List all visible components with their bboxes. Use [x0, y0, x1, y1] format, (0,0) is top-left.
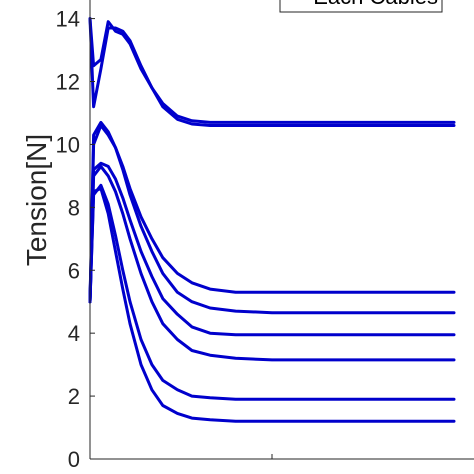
cable-tension-line-5: [88, 161, 456, 337]
y-axis-label: Tension[N]: [21, 134, 52, 266]
axis-ticks: 0 2 4 6 8 10 12 14: [56, 7, 273, 472]
series-lines: [88, 17, 456, 423]
legend-box: [279, 0, 443, 13]
legend-label: Each Cables: [313, 0, 438, 9]
cable-tension-line-8: [88, 187, 456, 423]
y-tick-label: 6: [68, 258, 80, 283]
cable-tension-line-2: [88, 17, 456, 127]
y-tick-label: 8: [68, 195, 80, 220]
y-tick-label: 10: [56, 132, 80, 157]
y-tick-label: 4: [68, 321, 80, 346]
y-tick-label: 14: [56, 7, 80, 32]
y-tick-label: 2: [68, 384, 80, 409]
cable-tension-line-6: [88, 164, 456, 362]
cable-tension-line-3: [88, 124, 456, 304]
legend: Each Cables: [279, 0, 443, 13]
cable-tension-line-4: [88, 120, 456, 315]
y-tick-label: 12: [56, 70, 80, 95]
cable-tension-line-7: [88, 183, 456, 401]
y-tick-label: 0: [68, 447, 80, 472]
